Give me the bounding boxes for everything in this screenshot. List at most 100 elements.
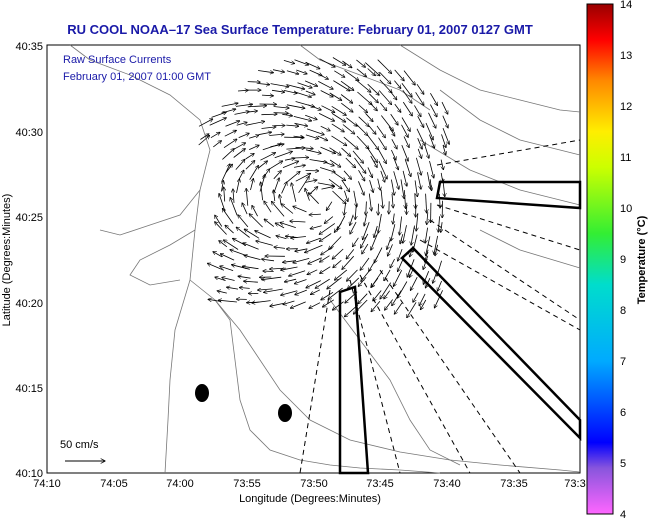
current-vector xyxy=(281,266,298,270)
current-vector xyxy=(218,300,237,302)
current-vector xyxy=(390,113,398,125)
current-vector xyxy=(393,270,403,286)
current-vector xyxy=(305,149,321,154)
legend-line-1: Raw Surface Currents xyxy=(63,54,172,66)
current-vector xyxy=(308,193,319,204)
current-vector xyxy=(361,269,371,281)
current-vector xyxy=(286,84,305,90)
current-vector xyxy=(282,114,292,116)
current-vector xyxy=(248,135,259,139)
current-vector xyxy=(247,106,267,107)
current-vector xyxy=(367,135,379,150)
current-vector xyxy=(380,115,393,132)
current-vector xyxy=(310,289,321,295)
current-vector xyxy=(380,282,392,299)
current-vector xyxy=(269,161,283,170)
current-vector xyxy=(442,144,446,155)
current-vector xyxy=(402,170,407,186)
current-vector xyxy=(358,277,367,286)
current-vector xyxy=(442,115,448,128)
current-vector xyxy=(232,265,250,270)
current-vector xyxy=(249,214,263,228)
current-vector xyxy=(294,91,311,97)
current-vector xyxy=(380,170,385,182)
current-vector xyxy=(246,188,248,206)
current-vector xyxy=(368,125,376,134)
current-vector xyxy=(290,301,306,308)
buoy-marker-2 xyxy=(278,404,292,422)
current-vector xyxy=(355,204,356,219)
x-tick-label: 73:55 xyxy=(233,478,261,490)
current-vector xyxy=(401,144,409,161)
current-vector xyxy=(213,141,221,148)
current-vector xyxy=(341,102,353,112)
current-vector xyxy=(365,62,380,76)
current-vector xyxy=(328,178,342,189)
current-vector xyxy=(310,225,322,229)
current-vector xyxy=(385,299,394,311)
current-vector xyxy=(404,159,411,176)
current-vector xyxy=(388,244,393,256)
current-vector xyxy=(271,90,285,92)
current-vector xyxy=(215,215,223,227)
current-vector xyxy=(258,70,273,73)
current-vector xyxy=(224,130,237,137)
current-vector xyxy=(429,160,434,178)
current-vector xyxy=(290,221,306,222)
current-vector xyxy=(255,231,271,239)
current-vector xyxy=(363,221,370,240)
current-vector xyxy=(317,73,329,80)
current-vector xyxy=(224,187,225,202)
current-vector xyxy=(333,172,346,181)
current-vector xyxy=(304,80,318,86)
y-tick-label: 40:20 xyxy=(15,298,43,310)
current-vector xyxy=(261,95,273,96)
current-vector xyxy=(256,241,273,246)
current-vector xyxy=(252,300,271,303)
current-vector xyxy=(305,188,310,201)
current-vector xyxy=(368,101,377,111)
current-vector xyxy=(331,123,345,132)
colorbar-tick: 14 xyxy=(620,0,632,11)
current-vector xyxy=(270,83,289,87)
current-vector xyxy=(346,249,355,259)
current-vector xyxy=(438,216,439,232)
current-vector xyxy=(364,215,367,226)
current-vector xyxy=(404,190,405,208)
legend-line-2: February 01, 2007 01:00 GMT xyxy=(63,71,211,83)
current-vector xyxy=(258,84,269,85)
current-vector xyxy=(236,122,247,126)
current-vector xyxy=(298,176,310,194)
current-vector xyxy=(258,289,273,290)
current-vector xyxy=(250,179,254,191)
current-vector xyxy=(414,180,417,196)
current-vector xyxy=(291,183,297,202)
current-vector xyxy=(252,205,258,217)
current-vector xyxy=(340,80,354,90)
current-vector xyxy=(233,189,234,203)
current-vector xyxy=(356,124,367,135)
current-vector xyxy=(394,69,405,81)
colorbar-title: Temperature (°C) xyxy=(636,215,648,304)
current-vector xyxy=(307,237,321,243)
current-vector xyxy=(261,114,277,115)
current-vector xyxy=(391,224,396,241)
current-vector xyxy=(247,82,261,83)
current-vector xyxy=(341,147,351,156)
y-tick-label: 40:25 xyxy=(15,212,43,224)
current-vector xyxy=(391,139,397,149)
current-vector xyxy=(417,116,424,127)
current-vector xyxy=(367,68,376,76)
y-axis: 40:35 40:30 40:25 40:20 40:15 40:10 Lati… xyxy=(1,41,43,480)
current-vector xyxy=(223,139,237,149)
current-vector xyxy=(329,159,341,167)
current-vector xyxy=(272,69,285,72)
current-vector xyxy=(401,117,410,132)
colorbar-tick: 4 xyxy=(620,509,626,519)
current-vector xyxy=(342,60,352,68)
y-tick-label: 40:15 xyxy=(15,383,43,395)
current-vector xyxy=(261,127,276,129)
current-vector xyxy=(232,143,246,151)
current-vector xyxy=(352,150,364,163)
current-vector xyxy=(221,103,238,107)
